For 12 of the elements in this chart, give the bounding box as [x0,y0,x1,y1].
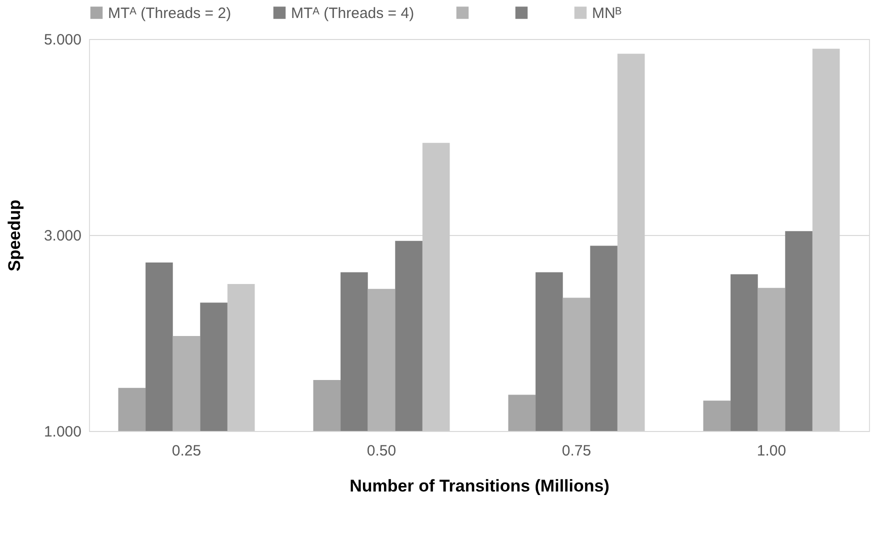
x-tick-label: 0.75 [562,442,592,460]
y-tick-label: 1.000 [44,424,82,440]
y-axis-title: Speedup [4,200,24,272]
x-axis-title: Number of Transitions (Millions) [350,476,610,496]
legend-label: MNᴮ [592,4,622,22]
y-tick-label: 3.000 [44,228,82,244]
y-tick-label: 5.000 [44,32,82,48]
legend-label: MTᴬ (Threads = 4) [291,4,414,22]
x-tick-label: 0.25 [172,442,202,460]
legend-label: MTᴬ (Threads = 2) [108,4,232,22]
x-tick-label: 1.00 [756,442,786,460]
x-tick-label: 0.50 [366,442,396,460]
